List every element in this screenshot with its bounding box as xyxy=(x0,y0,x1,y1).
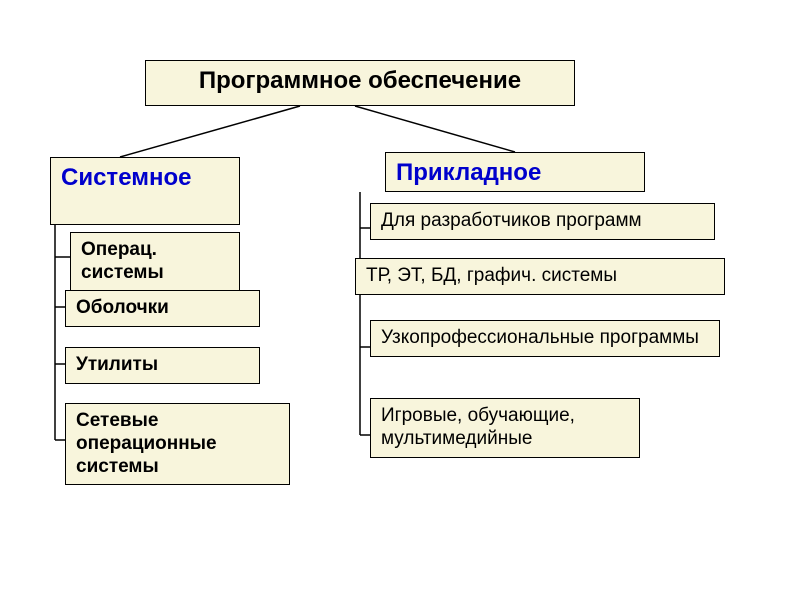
leaf-devs: Для разработчиков программ xyxy=(370,203,715,240)
branch-applied: Прикладное xyxy=(385,152,645,192)
root-node: Программное обеспечение xyxy=(145,60,575,106)
leaf-netos: Сетевые операционные системы xyxy=(65,403,290,485)
leaf-shells: Оболочки xyxy=(65,290,260,327)
leaf-utils: Утилиты xyxy=(65,347,260,384)
leaf-games: Игровые, обучающие, мультимедийные xyxy=(370,398,640,458)
leaf-tr: ТР, ЭТ, БД, графич. системы xyxy=(355,258,725,295)
leaf-prof: Узкопрофессиональные программы xyxy=(370,320,720,357)
branch-system: Системное xyxy=(50,157,240,225)
leaf-os: Операц. системы xyxy=(70,232,240,292)
